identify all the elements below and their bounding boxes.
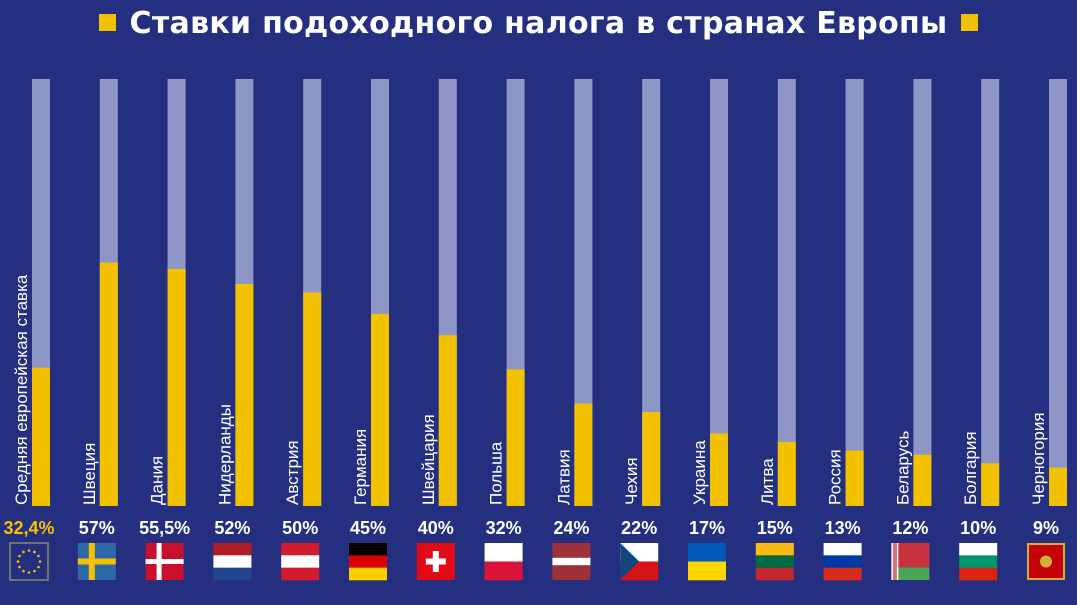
belarus-flag-icon (891, 543, 930, 580)
category-label: Россия (826, 449, 845, 505)
bar (32, 367, 50, 506)
value-label: 32% (486, 518, 522, 538)
category-label: Болгария (961, 431, 980, 505)
bar-track (1049, 79, 1067, 506)
bar (574, 403, 593, 506)
bar-group: Дания 55,5% (139, 79, 190, 580)
bar-track (642, 79, 661, 506)
eu-flag-icon (9, 542, 49, 581)
bar-group: Болгария 10% (959, 79, 1000, 581)
bar-track (913, 79, 932, 506)
bar-group: Австрия 50% (281, 79, 322, 581)
bar (777, 441, 796, 506)
value-label: 15% (757, 518, 793, 538)
category-label: Дания (148, 456, 167, 505)
switzerland-flag-icon (416, 543, 455, 580)
bar (438, 335, 457, 506)
category-label: Средняя европейская ставка (12, 274, 31, 505)
bar (371, 313, 389, 506)
value-label: 32,4% (3, 518, 54, 538)
sweden-flag-icon (77, 543, 116, 580)
bar-track (574, 79, 593, 506)
bar-group: Швеция 57% (77, 79, 118, 580)
category-label: Австрия (283, 440, 302, 505)
category-label: Швейцария (419, 414, 438, 505)
category-label: Литва (758, 458, 777, 505)
value-label: 50% (282, 518, 318, 538)
value-label: 17% (689, 518, 725, 538)
value-label: 12% (892, 518, 928, 538)
value-label: 52% (214, 518, 250, 538)
value-label: 13% (825, 518, 861, 538)
value-label: 10% (960, 518, 996, 538)
bar-group: Германия 45% (349, 79, 389, 581)
russia-flag-icon (823, 543, 862, 581)
latvia-flag-icon (552, 543, 591, 580)
ukraine-flag-icon (688, 543, 726, 581)
bar-group: Черногория 9% (1027, 79, 1067, 580)
bar (710, 433, 728, 506)
bar-track (845, 79, 864, 506)
bar (506, 369, 525, 506)
bar (642, 412, 661, 506)
austria-flag-icon (281, 543, 320, 581)
value-label: 57% (79, 518, 115, 538)
czechia-flag-icon (620, 543, 659, 581)
poland-flag-icon (484, 543, 523, 581)
title-text: Ставки подоходного налога в странах Евро… (129, 6, 948, 41)
bar (845, 450, 864, 506)
bar-group: Украина 17% (688, 79, 728, 581)
bar-group: Литва 15% (755, 79, 796, 581)
bar-group: Чехия 22% (620, 79, 661, 581)
bar-track (981, 79, 1000, 506)
bar-group: Нидерланды 52% (213, 79, 254, 581)
bar-track (777, 79, 796, 506)
value-label: 24% (553, 518, 589, 538)
value-label: 22% (621, 518, 657, 538)
bar (913, 454, 932, 506)
value-label: 9% (1033, 518, 1059, 538)
value-label: 40% (418, 518, 454, 538)
bar (1049, 467, 1067, 506)
bar-group: Беларусь 12% (891, 79, 932, 580)
germany-flag-icon (349, 543, 387, 581)
category-label: Германия (351, 429, 370, 505)
bar-track (710, 79, 728, 506)
bar-group: Россия 13% (823, 79, 864, 581)
category-label: Швеция (80, 443, 99, 505)
bar (99, 262, 118, 506)
montenegro-flag-icon (1027, 543, 1065, 580)
bar (981, 463, 1000, 506)
category-label: Латвия (554, 449, 573, 505)
title-square-icon (98, 14, 116, 31)
category-label: Украина (690, 440, 709, 505)
bar (303, 292, 322, 506)
netherlands-flag-icon (213, 543, 252, 581)
bar (235, 283, 254, 506)
category-label: Беларусь (893, 431, 912, 505)
bar-group: Латвия 24% (552, 79, 593, 580)
value-label: 55,5% (139, 518, 190, 538)
category-label: Черногория (1029, 412, 1048, 505)
chart-title: Ставки подоходного налога в странах Евро… (0, 2, 1077, 46)
category-label: Польша (487, 441, 506, 505)
bar-group: Средняя европейская ставка 32,4% (3, 79, 55, 581)
lithuania-flag-icon (755, 543, 794, 581)
bar-group: Швейцария 40% (416, 79, 457, 580)
bulgaria-flag-icon (959, 543, 998, 581)
category-label: Чехия (622, 457, 641, 505)
bar (167, 269, 186, 506)
denmark-flag-icon (145, 543, 184, 580)
value-label: 45% (350, 518, 386, 538)
category-label: Нидерланды (215, 404, 234, 505)
title-square-icon (961, 14, 979, 31)
bar-group: Польша 32% (484, 79, 525, 581)
